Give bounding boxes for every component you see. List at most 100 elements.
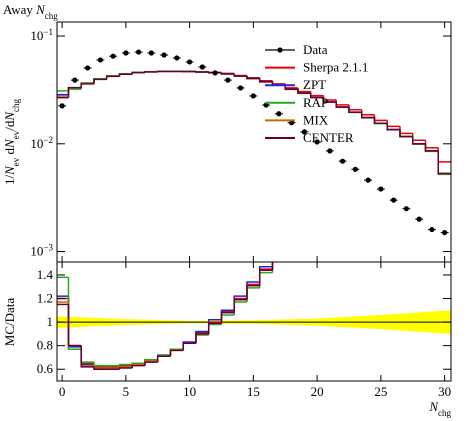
y-axis-label-part: d bbox=[2, 147, 17, 157]
ratio-histogram-bin bbox=[285, 192, 298, 216]
ratio-histogram-bin bbox=[298, 169, 311, 193]
ratio-histogram-bin bbox=[258, 268, 273, 285]
ratio-histogram-bin bbox=[298, 162, 311, 193]
mc-histogram-bin bbox=[246, 76, 260, 80]
y-axis-label: 1/Nev dNev/dNchg bbox=[2, 98, 21, 185]
mc-histogram-bin bbox=[309, 93, 324, 99]
data-point bbox=[340, 158, 346, 164]
y-axis-label-part: N bbox=[2, 138, 17, 149]
mc-histogram-bin bbox=[118, 73, 133, 77]
y-tick-exponent: −2 bbox=[43, 135, 53, 145]
mc-histogram-bin bbox=[220, 72, 235, 75]
ratio-histogram-bin bbox=[362, 0, 375, 28]
mc-histogram-bin bbox=[258, 77, 273, 82]
x-tick-label: 0 bbox=[59, 384, 66, 399]
data-point bbox=[442, 229, 448, 236]
ratio-histogram-bin bbox=[362, 0, 375, 28]
mc-histogram-bin bbox=[271, 80, 286, 85]
ratio-histogram-bin bbox=[246, 283, 260, 299]
ratio-y-tick-label: 0.6 bbox=[37, 361, 54, 376]
x-tick-label: 15 bbox=[247, 384, 260, 399]
legend-label: Sherpa 2.1.1 bbox=[303, 60, 368, 75]
mc-histogram-bin bbox=[399, 126, 413, 135]
x-tick-label: 20 bbox=[311, 384, 324, 399]
ratio-histogram-bin bbox=[258, 269, 273, 286]
ratio-histogram-bin bbox=[93, 362, 107, 367]
mc-histogram-bin bbox=[360, 109, 375, 116]
y-axis-label-part: chg bbox=[11, 98, 21, 111]
ratio-histogram-bin bbox=[169, 349, 184, 357]
data-point bbox=[59, 103, 65, 109]
mc-histogram-bin bbox=[399, 129, 413, 138]
ratio-histogram-bin bbox=[233, 297, 247, 312]
y-axis-label-part: N bbox=[2, 111, 17, 122]
ratio-histogram-bin bbox=[67, 304, 82, 347]
mc-histogram-bin bbox=[322, 97, 337, 103]
data-point bbox=[187, 59, 193, 65]
ratio-layer bbox=[57, 0, 375, 370]
mc-histogram-bin bbox=[348, 107, 362, 114]
ratio-histogram-bin bbox=[195, 334, 209, 344]
y-tick-exponent: −1 bbox=[43, 27, 53, 37]
ratio-y-tick-label: 0.8 bbox=[37, 338, 53, 353]
data-point bbox=[225, 77, 231, 83]
ratio-histogram-bin bbox=[156, 355, 171, 363]
y-tick-exponent: −3 bbox=[43, 243, 53, 253]
data-point bbox=[148, 50, 154, 56]
legend-label: RAP bbox=[303, 95, 328, 110]
ratio-histogram-bin bbox=[80, 345, 94, 365]
x-tick-label: 5 bbox=[123, 384, 130, 399]
data-point bbox=[327, 148, 333, 154]
ratio-histogram-bin bbox=[362, 0, 375, 28]
ratio-histogram-bin bbox=[169, 349, 184, 357]
mc-histogram-bin bbox=[131, 71, 145, 75]
y-axis-label-part: ev bbox=[11, 130, 21, 139]
data-point bbox=[416, 216, 422, 222]
ratio-band-layer bbox=[57, 310, 451, 334]
ratio-histogram-bin bbox=[182, 342, 196, 351]
ratio-y-tick-label: 1.2 bbox=[37, 291, 53, 306]
ratio-histogram-bin bbox=[271, 262, 274, 273]
legend-label: CENTER bbox=[303, 130, 354, 145]
data-point bbox=[391, 197, 397, 203]
data-point bbox=[352, 166, 358, 172]
mc-histogram-bin bbox=[297, 89, 311, 94]
data-point bbox=[72, 77, 78, 83]
mc-histogram-bin bbox=[437, 147, 451, 163]
y-tick-base: 10 bbox=[30, 28, 43, 43]
x-tick-label: 10 bbox=[183, 384, 196, 399]
mc-histogram-bin bbox=[360, 112, 375, 119]
ratio-histogram-bin bbox=[220, 311, 235, 324]
ratio-histogram-bin bbox=[80, 349, 94, 363]
x-tick-label: 30 bbox=[438, 384, 451, 399]
data-point bbox=[212, 70, 218, 76]
y-tick-base: 10 bbox=[30, 244, 43, 259]
y-tick-base: 10 bbox=[30, 136, 43, 151]
legend-label: Data bbox=[303, 42, 328, 57]
ratio-y-tick-label: 1.4 bbox=[37, 267, 54, 282]
mc-histogram-bin bbox=[411, 136, 426, 145]
ratio-histogram-bin bbox=[362, 0, 375, 28]
ratio-histogram-bin bbox=[233, 301, 247, 316]
ratio-histogram-bin bbox=[67, 277, 82, 350]
ratio-histogram-bin bbox=[131, 364, 145, 369]
data-point bbox=[250, 93, 256, 99]
ratio-histogram-bin bbox=[182, 342, 196, 351]
ratio-histogram-bin bbox=[298, 169, 311, 198]
mc-histogram-bin bbox=[411, 133, 426, 141]
x-axis-label: Nchg bbox=[428, 399, 451, 418]
ratio-histogram-bin bbox=[93, 366, 107, 370]
data-point bbox=[276, 111, 282, 117]
ratio-histogram-bin bbox=[182, 342, 196, 350]
ratio-histogram-bin bbox=[80, 345, 94, 368]
ratio-histogram-bin bbox=[285, 198, 298, 222]
ratio-histogram-bin bbox=[118, 367, 133, 370]
mc-histogram-bin bbox=[373, 114, 388, 122]
data-point bbox=[301, 129, 307, 135]
chart-title-part: chg bbox=[45, 11, 58, 21]
ratio-histogram-bin bbox=[195, 333, 209, 344]
data-point bbox=[429, 226, 435, 233]
data-point bbox=[136, 49, 142, 55]
